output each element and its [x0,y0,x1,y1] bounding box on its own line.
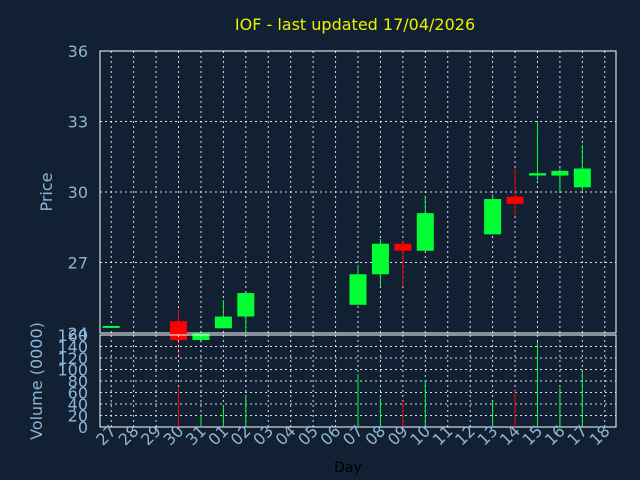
candle-body [551,170,569,176]
price-tick-label: 33 [68,113,88,132]
candle-body [214,316,232,329]
price-panel: 24 27 30 33 36 Price [37,42,617,357]
volume-tick-label: 0 [78,418,88,437]
candle-body [484,199,502,235]
volume-tick-label: 80 [68,372,88,391]
volume-tick-label: 120 [57,349,88,368]
volume-tick-label: 160 [57,326,88,345]
volume-tick-label: 140 [57,338,88,357]
price-tick-label: 24 [68,324,88,343]
candle-body [528,173,546,176]
candle-body [371,243,389,275]
volume-axis-label: Volume (0000) [27,322,46,440]
chart-title: IOF - last updated 17/04/2026 [235,15,475,34]
volume-tick-label: 60 [68,384,88,403]
candle-body [573,168,591,188]
x-axis-label: Day [334,460,362,476]
volume-tick-label: 40 [68,395,88,414]
price-axis-label: Price [37,172,56,211]
volume-tick-label: 100 [57,361,88,380]
candle-body [416,213,434,251]
candle-body [170,321,188,341]
candle-body [237,293,255,317]
volume-tick-label: 20 [68,407,88,426]
price-tick-label: 36 [68,42,88,61]
x-tick-label: 18 [586,421,614,449]
price-tick-label: 30 [68,183,88,202]
candle-body [349,274,367,305]
candle-body [102,325,120,328]
candle-body [506,196,524,204]
price-tick-label: 27 [68,254,88,273]
candle-body [394,243,412,251]
